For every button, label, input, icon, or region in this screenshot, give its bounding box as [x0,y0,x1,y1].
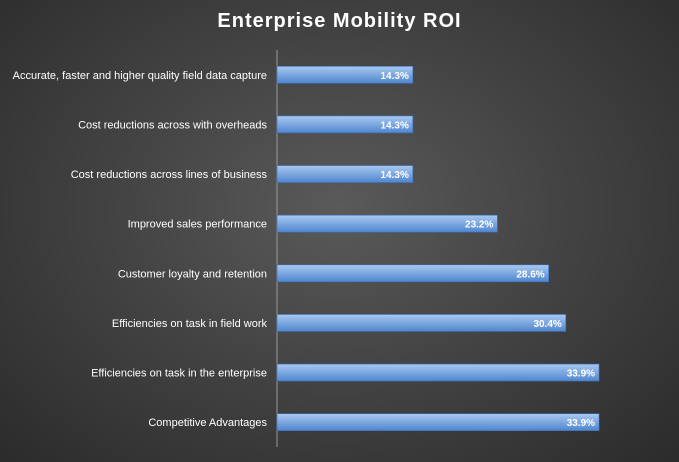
data-label: 14.3% [380,170,408,181]
data-label: 28.6% [516,269,544,280]
bar [276,363,600,382]
chart-title: Enterprise Mobility ROI [217,10,462,32]
category-label: Customer loyalty and retention [118,268,267,280]
data-label: 33.9% [567,418,595,429]
bar [276,413,600,431]
category-label: Competitive Advantages [148,417,267,429]
category-label: Efficiencies on task in field work [112,318,268,330]
category-label: Efficiencies on task in the enterprise [91,368,267,380]
bar [276,214,498,233]
bar [276,165,414,183]
bar [276,115,414,134]
data-label: 14.3% [380,71,408,82]
bar [276,264,550,283]
bar [276,314,567,332]
data-label: 23.2% [465,220,493,231]
data-label: 30.4% [533,319,561,330]
category-label: Cost reductions across lines of business [71,169,268,181]
category-label: Improved sales performance [128,219,267,231]
category-label: Cost reductions across with overheads [78,119,267,131]
bar [276,66,414,84]
data-label: 14.3% [380,120,408,131]
data-label: 33.9% [567,369,595,380]
category-label: Accurate, faster and higher quality fiel… [13,70,267,82]
